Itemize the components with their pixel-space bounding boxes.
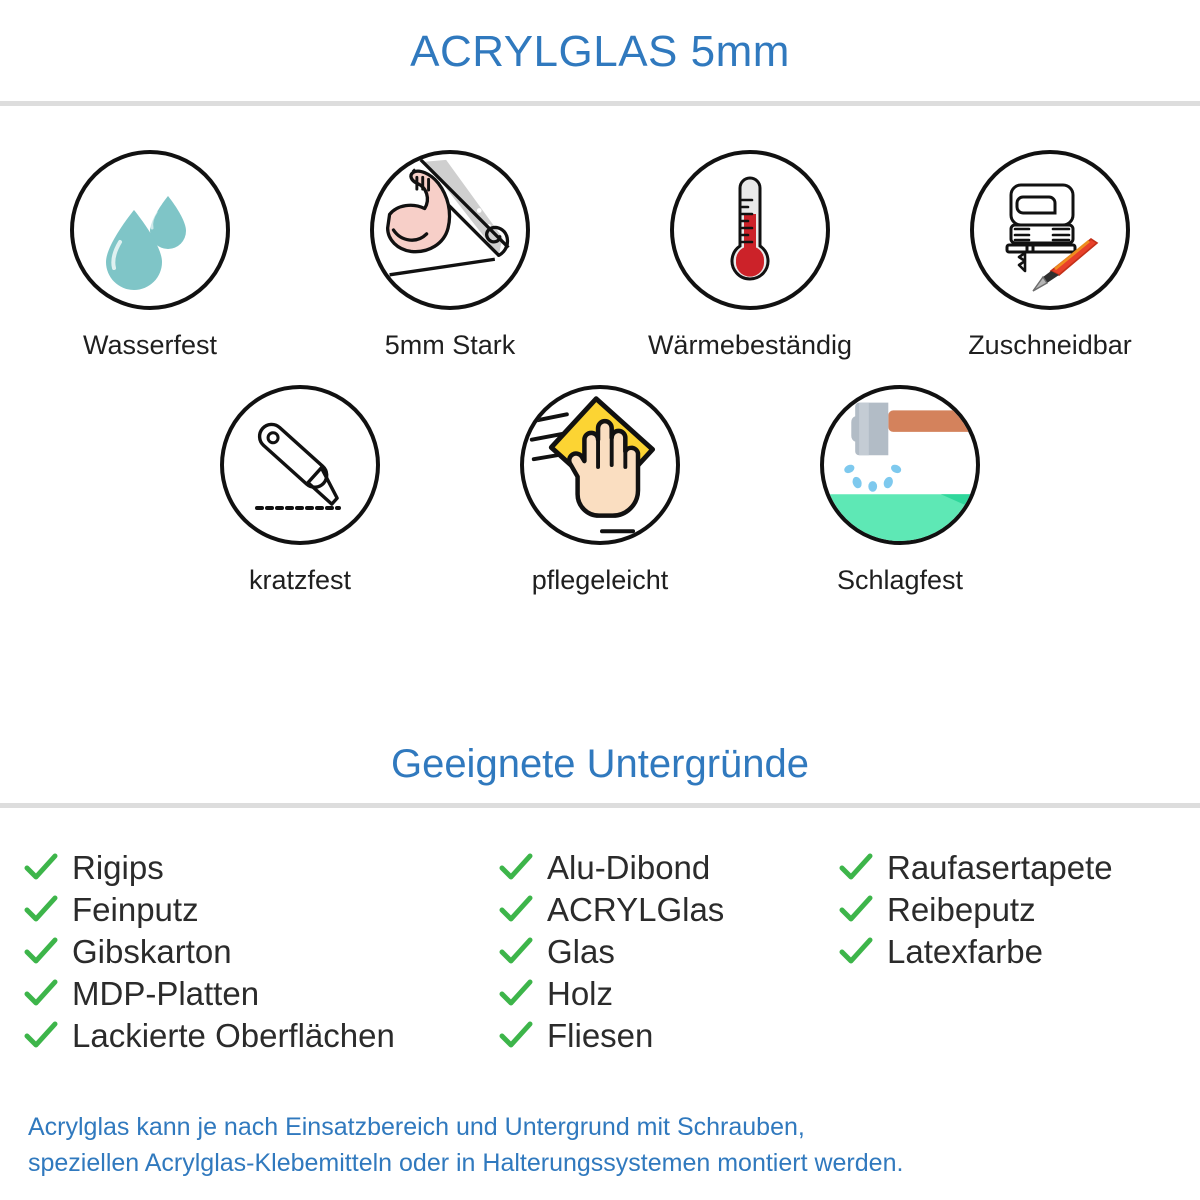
divider-mid <box>0 803 1200 808</box>
flexed-bicep-icon <box>385 158 510 277</box>
feature-zuschneidbar: Zuschneidbar <box>900 150 1200 361</box>
check-icon <box>499 979 533 1007</box>
check-icon <box>499 1021 533 1049</box>
check-icon <box>839 895 873 923</box>
section-title-bar: Geeignete Untergründe <box>0 728 1200 800</box>
check-icon <box>24 979 58 1007</box>
check-icon <box>24 1021 58 1049</box>
box-cutter-icon <box>255 422 341 510</box>
section-title: Geeignete Untergründe <box>390 741 810 786</box>
title-bar: ACRYLGLAS 5mm <box>0 0 1200 104</box>
list-item-label: Reibeputz <box>887 890 1036 928</box>
list-item: Latexfarbe <box>839 930 1179 972</box>
list-item-label: Fliesen <box>547 1016 654 1054</box>
feature-icon-circle <box>370 150 530 310</box>
feature-label: Wärmebeständig <box>647 330 853 360</box>
feature-pflegeleicht: pflegeleicht <box>450 385 750 596</box>
list-item: Gibskarton <box>24 930 499 972</box>
list-item: Lackierte Oberflächen <box>24 1014 499 1056</box>
checklist-column-1: Rigips Feinputz Gibskarton MDP-Platten <box>24 846 499 1056</box>
feature-icon-circle <box>70 150 230 310</box>
list-item-label: Holz <box>547 974 614 1012</box>
feature-label: Wasserfest <box>82 330 218 360</box>
feature-wasserfest: Wasserfest <box>0 150 300 361</box>
list-item-label: Alu-Dibond <box>547 848 711 886</box>
list-item: MDP-Platten <box>24 972 499 1014</box>
jigsaw-cutter-icon <box>1005 183 1099 292</box>
divider-top <box>0 101 1200 106</box>
feature-5mm-stark: 5mm Stark <box>300 150 600 361</box>
feature-icon-circle <box>670 150 830 310</box>
feature-label: Schlagfest <box>836 565 964 595</box>
check-icon <box>839 853 873 881</box>
list-item-label: Raufasertapete <box>887 848 1113 886</box>
check-icon <box>499 895 533 923</box>
list-item: ACRYLGlas <box>499 888 839 930</box>
list-item: Alu-Dibond <box>499 846 839 888</box>
list-item: Raufasertapete <box>839 846 1179 888</box>
mounting-note-line-2: speziellen Acrylglas-Klebemitteln oder i… <box>28 1148 904 1177</box>
feature-grid: Wasserfest <box>0 150 1200 596</box>
list-item: Feinputz <box>24 888 499 930</box>
list-item: Rigips <box>24 846 499 888</box>
list-item: Holz <box>499 972 839 1014</box>
water-drops-icon <box>106 196 186 290</box>
list-item-label: Latexfarbe <box>887 932 1043 970</box>
check-icon <box>499 937 533 965</box>
check-icon <box>24 937 58 965</box>
feature-row-2: kratzfest <box>0 385 1200 596</box>
list-item-label: ACRYLGlas <box>547 890 725 928</box>
list-item-label: Gibskarton <box>72 932 232 970</box>
feature-kratzfest: kratzfest <box>150 385 450 596</box>
mounting-note-line-1: Acrylglas kann je nach Einsatzbereich un… <box>28 1113 805 1141</box>
checklist-column-3: Raufasertapete Reibeputz Latexfarbe <box>839 846 1179 1056</box>
feature-label: pflegeleicht <box>531 565 669 595</box>
feature-icon-circle <box>520 385 680 545</box>
list-item-label: Rigips <box>72 848 164 886</box>
list-item-label: Glas <box>547 932 615 970</box>
hammer-impact-icon <box>824 402 976 541</box>
list-item-label: Lackierte Oberflächen <box>72 1016 395 1054</box>
feature-waermebestaendig: Wärmebeständig <box>600 150 900 361</box>
check-icon <box>24 895 58 923</box>
feature-icon-circle <box>970 150 1130 310</box>
feature-label: kratzfest <box>248 565 352 595</box>
check-icon <box>839 937 873 965</box>
mounting-note: Acrylglas kann je nach Einsatzbereich un… <box>28 1110 1188 1181</box>
list-item: Reibeputz <box>839 888 1179 930</box>
checklist-column-2: Alu-Dibond ACRYLGlas Glas Holz <box>499 846 839 1056</box>
substrate-checklist: Rigips Feinputz Gibskarton MDP-Platten <box>0 846 1200 1056</box>
feature-schlagfest: Schlagfest <box>750 385 1050 596</box>
list-item-label: Feinputz <box>72 890 199 928</box>
list-item-label: MDP-Platten <box>72 974 260 1012</box>
feature-row-1: Wasserfest <box>0 150 1200 361</box>
page-title: ACRYLGLAS 5mm <box>410 27 790 76</box>
feature-label: 5mm Stark <box>384 330 516 360</box>
hand-wiping-icon <box>529 396 656 534</box>
thermometer-icon <box>730 176 770 281</box>
check-icon <box>499 853 533 881</box>
feature-icon-circle <box>220 385 380 545</box>
feature-label: Zuschneidbar <box>968 330 1132 360</box>
list-item: Glas <box>499 930 839 972</box>
feature-icon-circle <box>820 385 980 545</box>
check-icon <box>24 853 58 881</box>
list-item: Fliesen <box>499 1014 839 1056</box>
